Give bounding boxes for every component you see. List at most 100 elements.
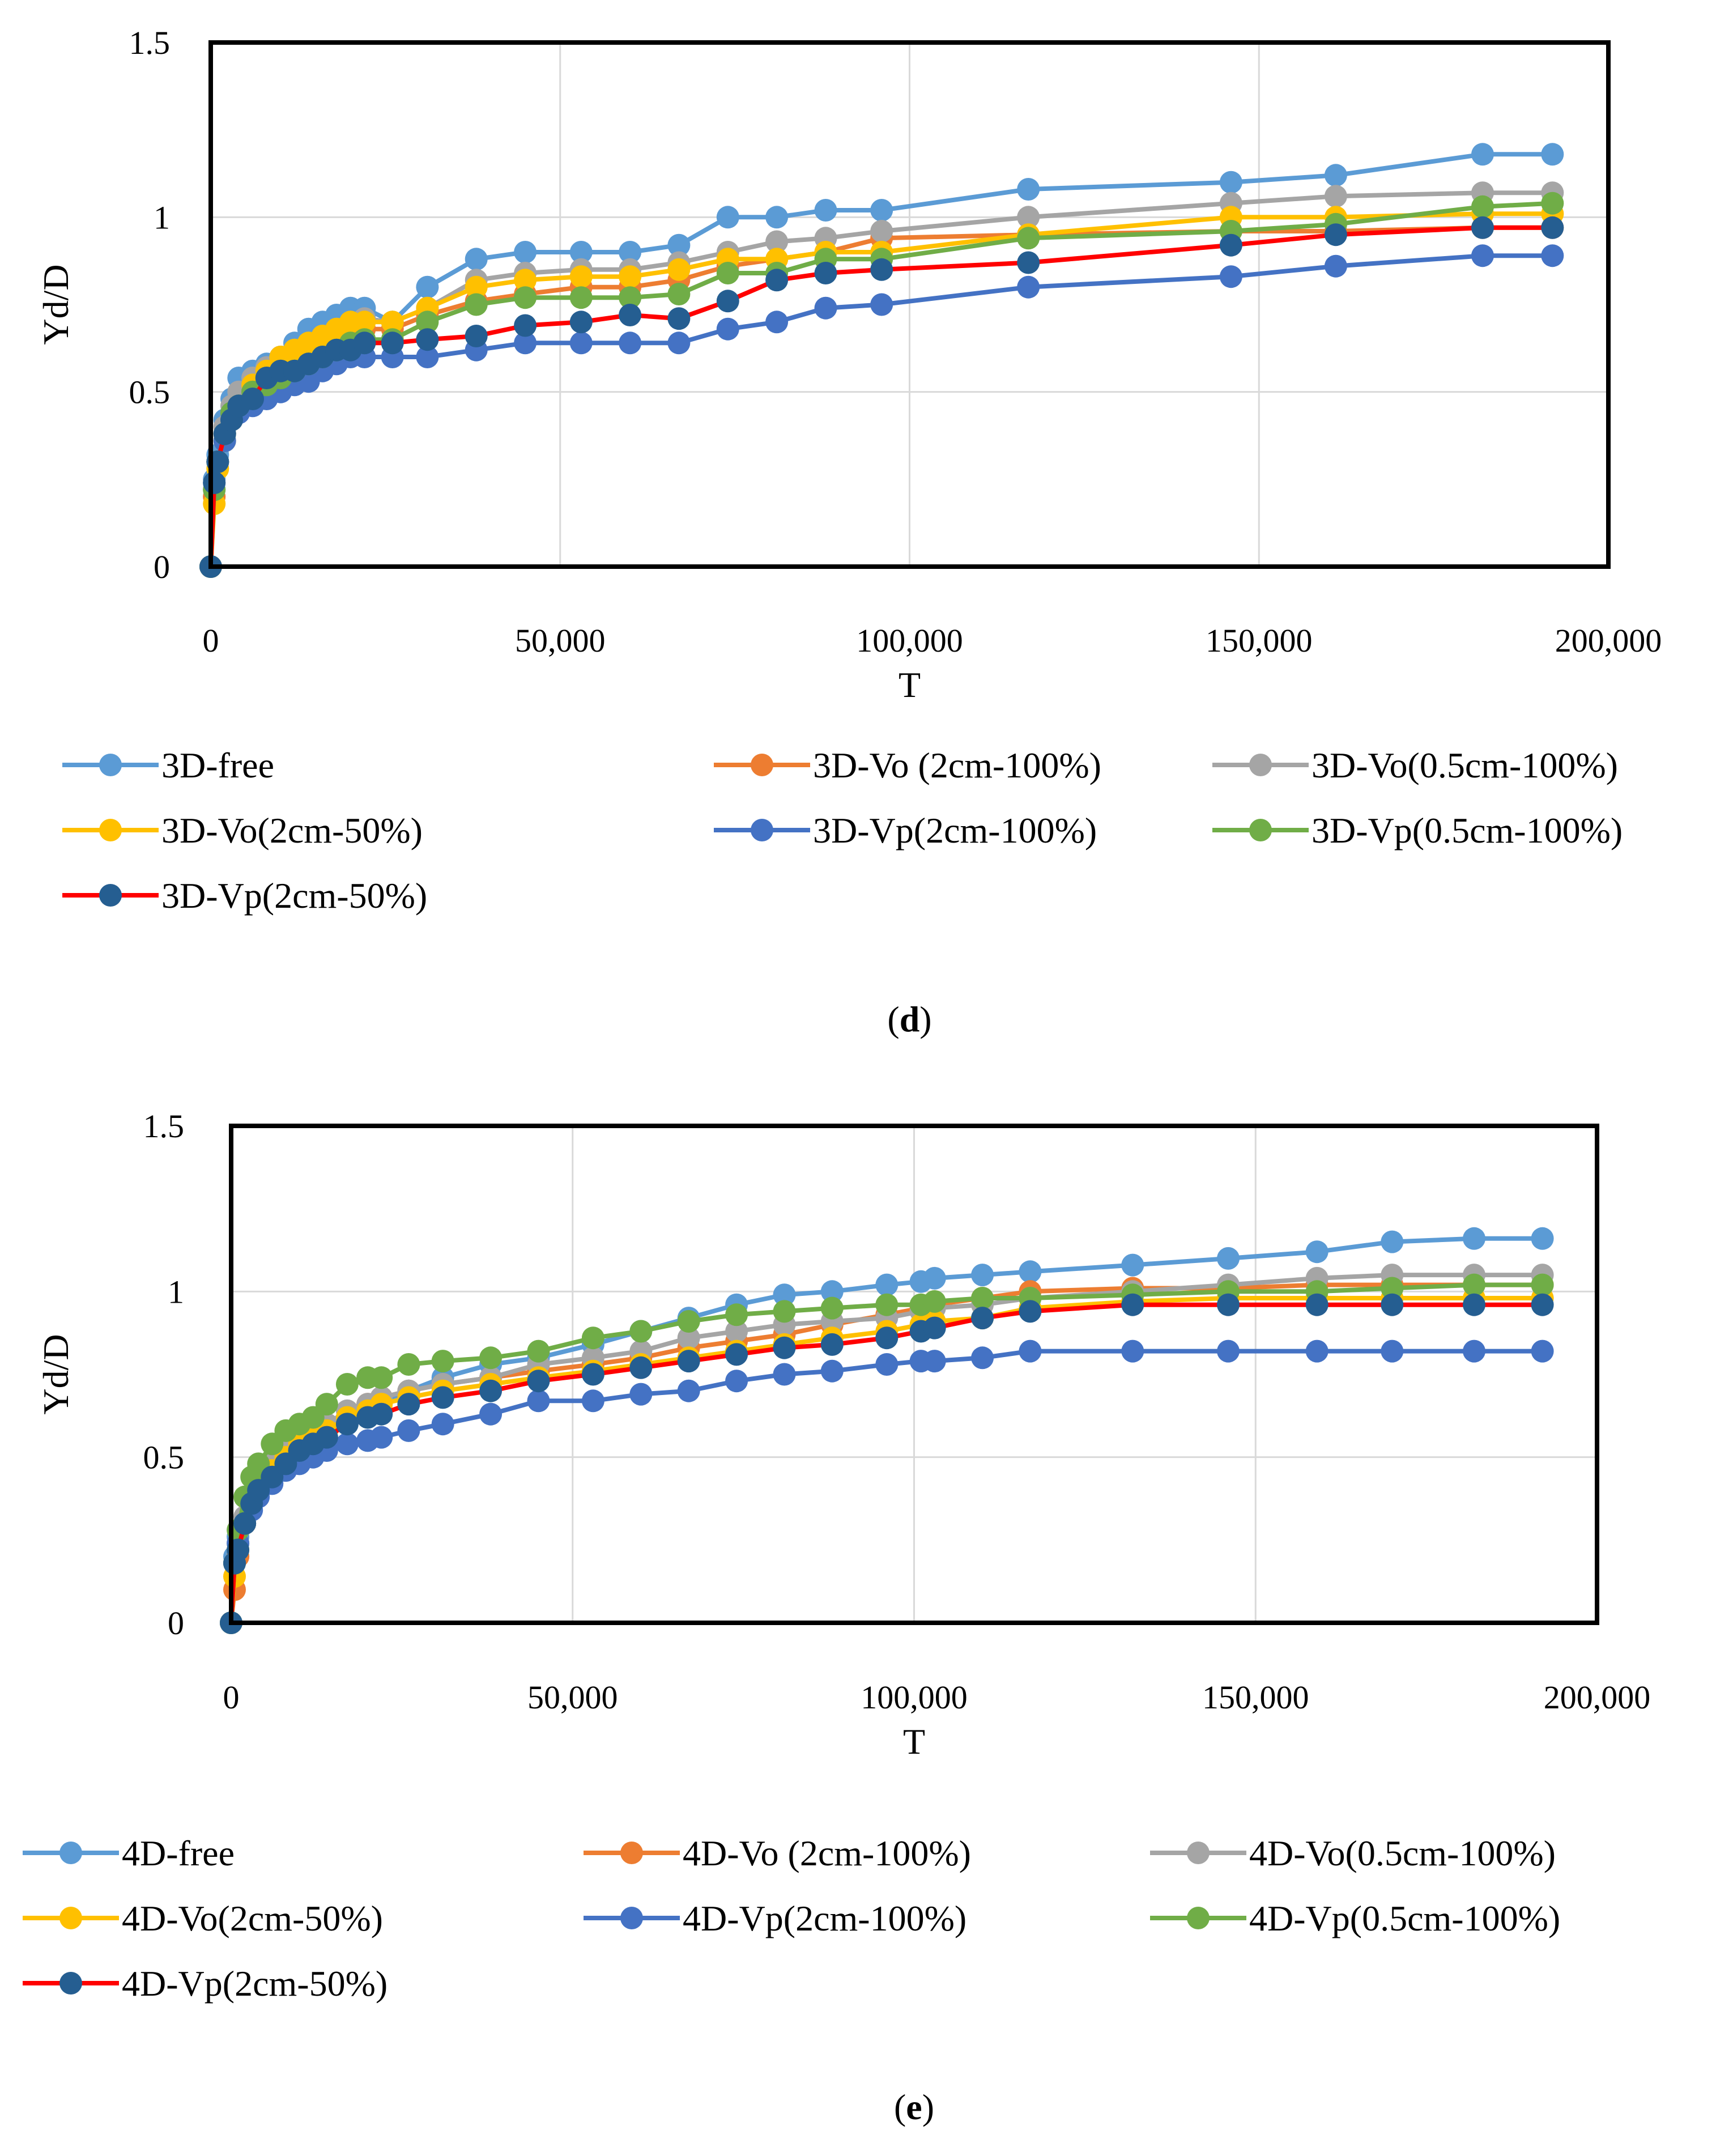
chart-d-legend-swatch-marker	[1249, 754, 1272, 776]
chart-d-x-tick-label: 100,000	[856, 622, 963, 659]
chart-e-series-7-point	[335, 1413, 359, 1436]
chart-e-legend-item: 4D-Vp(2cm-50%)	[23, 1963, 388, 2004]
chart-d-series-1-point	[814, 199, 837, 222]
chart-d-caption: (d)	[887, 999, 931, 1039]
chart-d-legend-swatch-marker	[1249, 819, 1272, 841]
chart-d-series-4-point	[514, 269, 537, 292]
chart-e-legend-item: 4D-free	[23, 1833, 235, 1873]
chart-e-legend-swatch-marker	[59, 1972, 82, 1995]
chart-d-series-4-point	[381, 311, 404, 334]
chart-d-legend-item: 3D-free	[62, 745, 274, 785]
chart-e-legend-swatch-marker	[59, 1842, 82, 1864]
chart-d-series-6-point	[1017, 227, 1040, 250]
chart-e-series-1-point	[875, 1273, 899, 1296]
chart-e-series-1-point	[1381, 1230, 1404, 1253]
chart-e-series-7-point	[1121, 1293, 1144, 1316]
chart-d-legend: 3D-free 3D-Vo (2cm-100%) 3D-Vo(0.5cm-100%)…	[62, 745, 1623, 916]
chart-e-caption-letter: e	[906, 2087, 922, 2127]
chart-d-series-5-point	[870, 293, 893, 316]
chart-d-legend-item: 3D-Vp(0.5cm-100%)	[1212, 810, 1623, 851]
chart-e-legend: 4D-free 4D-Vo (2cm-100%) 4D-Vo(0.5cm-100%)…	[23, 1833, 1560, 2004]
chart-d-series-6-point	[716, 262, 739, 284]
chart-d-series-5-point	[1324, 254, 1347, 278]
chart-e-series-5-point	[971, 1346, 994, 1370]
chart-d-legend-label: 3D-Vo(0.5cm-100%)	[1312, 745, 1618, 785]
chart-e-series-7-point	[1217, 1293, 1240, 1316]
chart-e-series-7-point	[479, 1379, 503, 1402]
chart-d-legend-item: 3D-Vp(2cm-100%)	[714, 810, 1097, 851]
chart-e-x-tick-label: 150,000	[1202, 1679, 1309, 1716]
chart-e-series-6-point	[581, 1326, 604, 1350]
chart-d-series-1-point	[1471, 143, 1494, 166]
chart-e-series-6-point	[315, 1393, 338, 1416]
chart-d-series-5-point	[765, 311, 789, 334]
chart-e-legend-item: 4D-Vo(2cm-50%)	[23, 1898, 383, 1938]
chart-e-caption-close: )	[922, 2087, 934, 2127]
chart-e-series-7-point	[315, 1426, 338, 1449]
chart-e-series-7-point	[677, 1350, 700, 1373]
chart-e-series-7-point	[1305, 1293, 1329, 1316]
chart-d-x-tick-label: 50,000	[515, 622, 606, 659]
chart-d-series-1-point	[1541, 143, 1564, 166]
chart-e-series-5-point	[1217, 1339, 1240, 1363]
chart-e-series-5-point	[1019, 1339, 1042, 1363]
chart-d-legend-label: 3D-Vo(2cm-50%)	[161, 810, 423, 851]
chart-e-y-tick-label: 1.5	[143, 1108, 185, 1145]
chart-e-y-tick-label: 0.5	[143, 1439, 185, 1476]
chart-d-legend-swatch-marker	[751, 754, 773, 776]
chart-d-series-1-point	[619, 241, 642, 263]
chart-d-series-4-point	[353, 311, 376, 334]
chart-e-series-5-point	[1121, 1339, 1144, 1363]
chart-e-series-5-point	[923, 1350, 946, 1373]
chart-e-series-5-point	[875, 1353, 899, 1376]
chart-d-series-7-point	[514, 314, 537, 337]
chart-e-series-1-point	[1217, 1247, 1240, 1270]
chart-d-series-7-point	[870, 258, 893, 281]
chart-e-series-1-point	[971, 1264, 994, 1287]
chart-e-series-5-point	[335, 1432, 359, 1456]
chart-e-series-7-point	[1531, 1293, 1554, 1316]
chart-d-legend-item: 3D-Vp(2cm-50%)	[62, 875, 427, 916]
chart-d-x-tick-label: 0	[203, 622, 219, 659]
chart-e-series-7-point	[431, 1386, 454, 1409]
chart-e-series-7-point	[773, 1336, 796, 1359]
chart-d-series-1-point	[667, 233, 691, 257]
chart-d-x-tick-label: 200,000	[1555, 622, 1662, 659]
chart-e-legend-label: 4D-free	[122, 1833, 235, 1873]
chart-d-series-7-point	[1017, 251, 1040, 274]
chart-e-series-6-point	[527, 1339, 550, 1363]
chart-e-series-6-point	[1381, 1277, 1404, 1300]
chart-e-series-6-point	[677, 1310, 700, 1333]
chart-e-legend-item: 4D-Vo (2cm-100%)	[584, 1833, 971, 1873]
chart-d-series-7-point	[353, 331, 376, 355]
chart-e-series-6-point	[923, 1290, 946, 1313]
chart-d-series-6-point	[514, 286, 537, 309]
chart-e-series-7-point	[875, 1326, 899, 1350]
chart-e-series-1-point	[1121, 1253, 1144, 1277]
chart-e-series-5-point	[431, 1413, 454, 1436]
chart-e-series-5-point	[370, 1426, 393, 1449]
chart-e-legend-swatch-marker	[620, 1842, 643, 1864]
chart-e-series-5-point	[725, 1370, 748, 1393]
chart-e-series-6-point	[629, 1320, 653, 1343]
chart-e-series-7-point	[1463, 1293, 1485, 1316]
chart-e-series-5-point	[820, 1359, 844, 1383]
chart-d-caption-open: (	[887, 999, 899, 1039]
chart-e-x-tick-label: 0	[223, 1679, 240, 1716]
chart-e-series-5-point	[397, 1419, 420, 1442]
chart-e-legend-label: 4D-Vp(0.5cm-100%)	[1249, 1898, 1560, 1938]
chart-e-series-1-point	[1019, 1260, 1042, 1283]
chart-d-series-7-point	[814, 262, 837, 284]
chart-d-series-6-point	[619, 286, 642, 309]
chart-e-series-6-point	[773, 1300, 796, 1323]
chart-e-series-6-point	[370, 1366, 393, 1389]
chart-d-series-6-point	[416, 311, 439, 334]
chart-d-legend-swatch-marker	[751, 819, 773, 841]
chart-e-caption-open: (	[894, 2087, 906, 2127]
chart-e-series-7-point	[923, 1316, 946, 1339]
chart-e-series-6-point	[397, 1353, 420, 1376]
chart-d-series-7-point	[203, 471, 226, 494]
chart-d-series-1-point	[465, 248, 488, 271]
chart-d-series-5-point	[619, 331, 642, 355]
chart-d-series-4-point	[465, 275, 488, 299]
